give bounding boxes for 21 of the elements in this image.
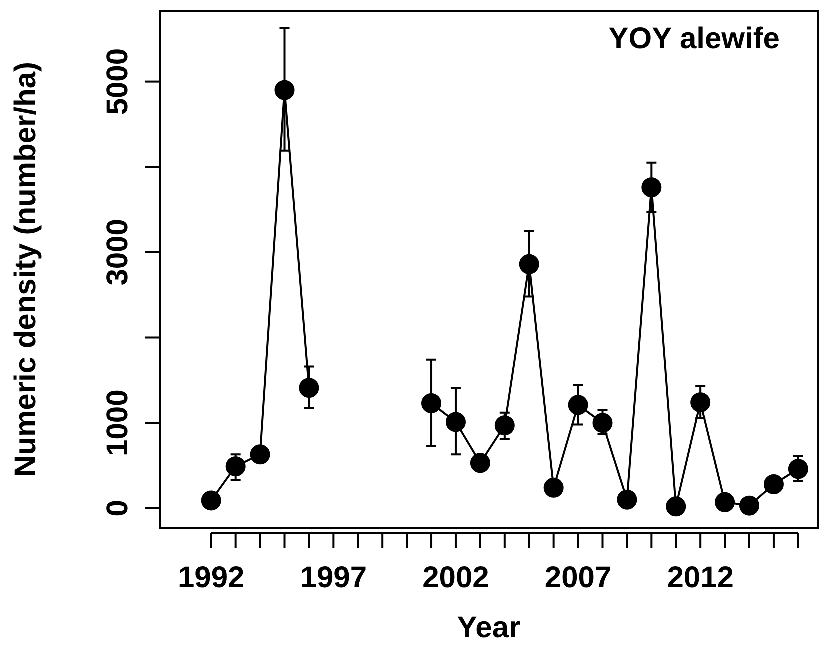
point xyxy=(201,490,222,511)
y-tick-label: 1000 xyxy=(101,390,134,456)
point xyxy=(617,490,638,510)
point xyxy=(715,492,736,512)
point xyxy=(544,478,564,498)
point xyxy=(740,496,760,516)
point xyxy=(250,444,270,465)
chart-title: YOY alewife xyxy=(608,22,780,56)
x-tick-label: 1997 xyxy=(300,561,368,594)
x-axis-title: Year xyxy=(457,611,522,644)
x-tick-label: 2007 xyxy=(544,561,612,594)
x-tick-label: 2002 xyxy=(422,561,490,594)
y-tick-label: 3000 xyxy=(101,219,134,286)
y-tick-label: 0 xyxy=(101,500,134,517)
point xyxy=(470,453,490,474)
point xyxy=(764,474,784,494)
y-axis-title: Numeric density (number/ha) xyxy=(9,62,42,478)
x-tick-label: 1992 xyxy=(178,561,245,594)
point xyxy=(666,496,686,517)
y-tick-label: 5000 xyxy=(101,48,134,116)
x-tick-label: 2012 xyxy=(667,561,734,594)
